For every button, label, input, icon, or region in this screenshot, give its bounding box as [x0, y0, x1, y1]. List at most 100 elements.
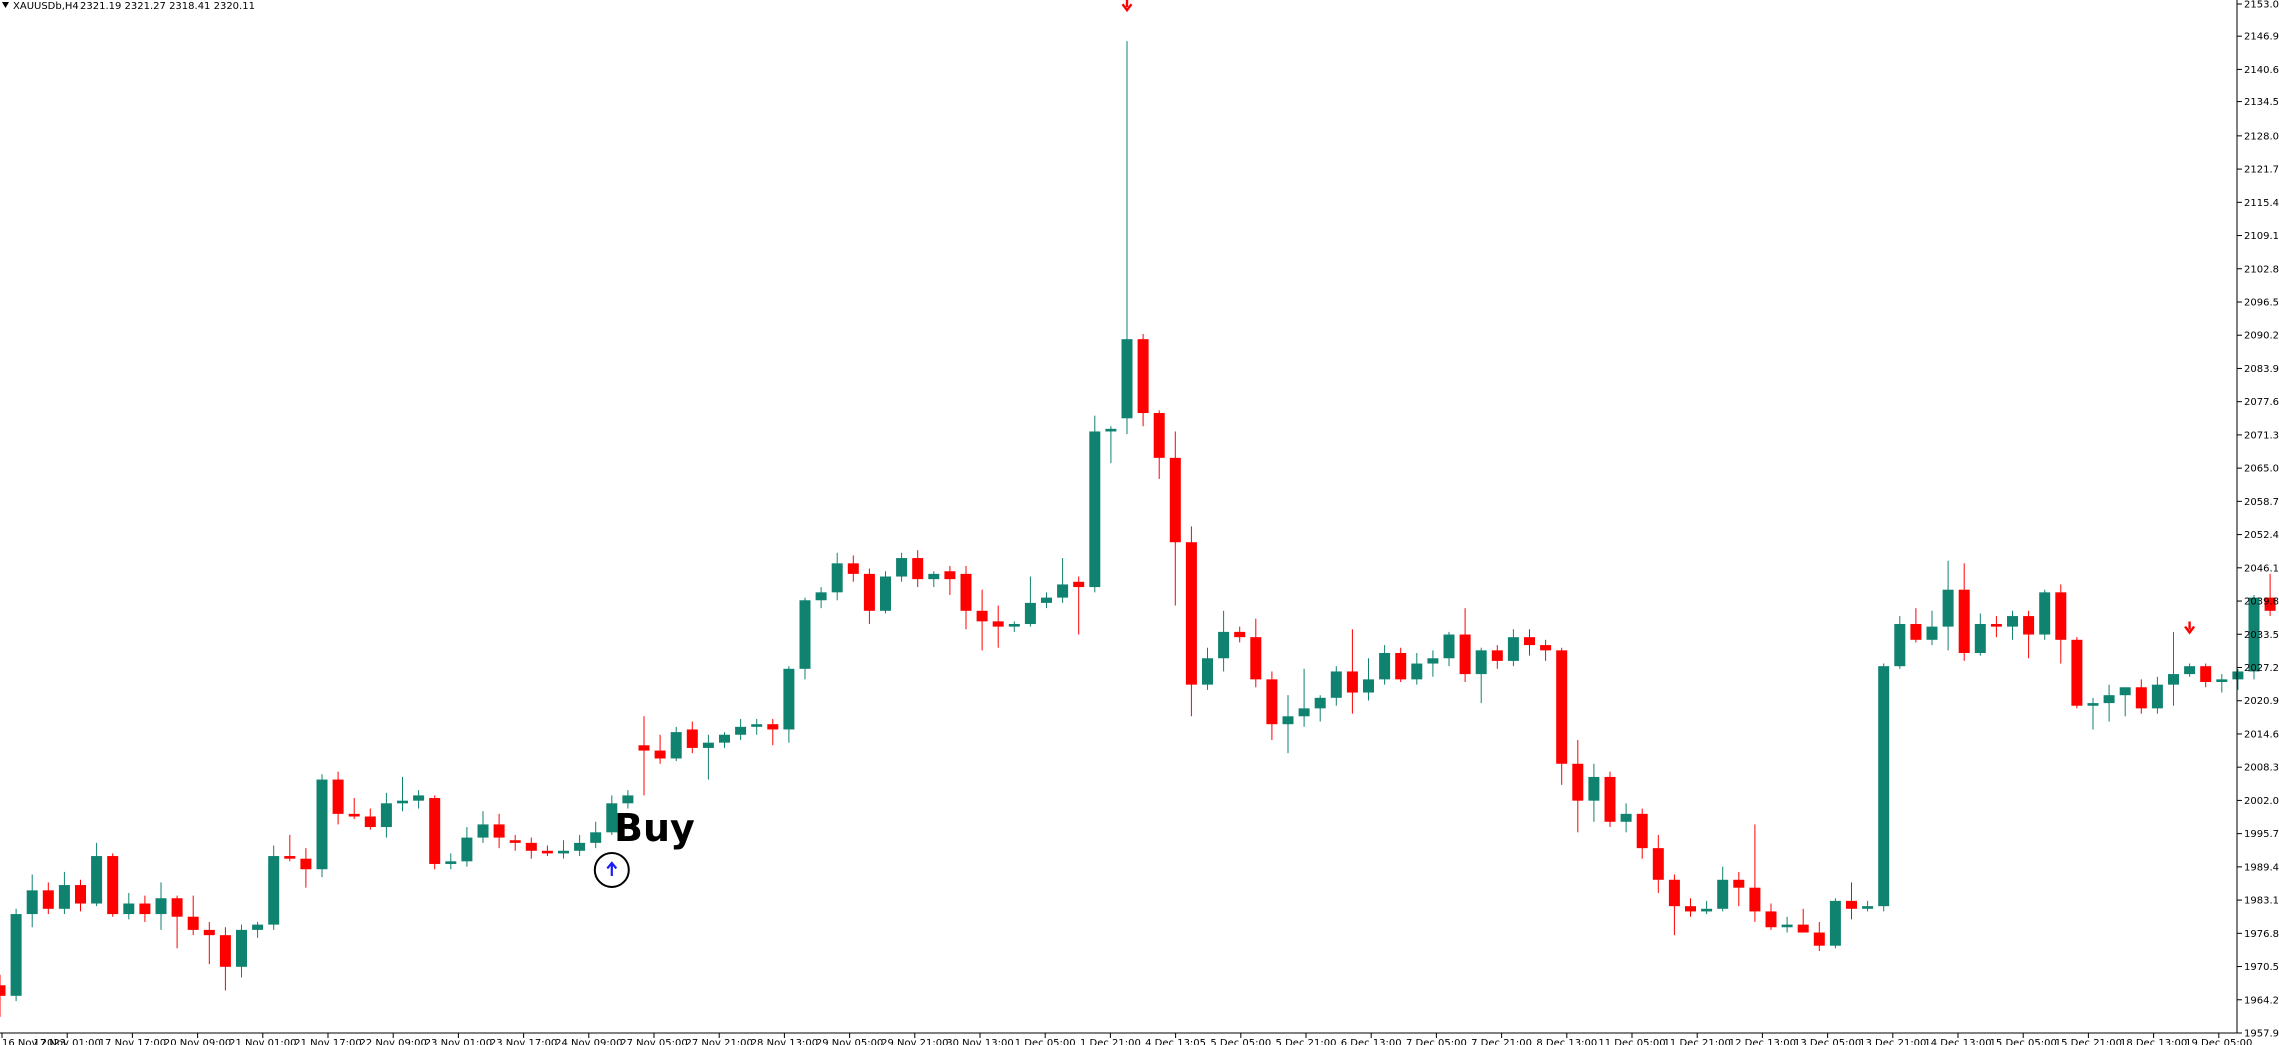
candle-body [1910, 623, 1922, 640]
candle-body [1507, 637, 1519, 661]
bear-candle [1685, 898, 1696, 917]
bear-candle [2200, 663, 2212, 688]
candle-body [912, 558, 924, 580]
bull-candle [574, 834, 586, 857]
time-tick-label: 19 Dec 05:00 [2185, 1038, 2252, 1045]
bull-candle [606, 795, 618, 835]
candle-body [1266, 679, 1278, 725]
candle-body [1041, 597, 1052, 603]
candle-body [1443, 634, 1455, 659]
bear-candle [1636, 808, 1648, 859]
bull-candle [1089, 415, 1101, 593]
bear-candle [654, 734, 666, 764]
candle-body [1185, 542, 1197, 685]
candle-body [992, 621, 1004, 627]
bear-candle [300, 848, 312, 888]
bear-candle [1652, 834, 1664, 893]
collapse-triangle-icon[interactable] [2, 2, 9, 8]
candle-body [1588, 776, 1600, 801]
bear-candle [42, 882, 54, 915]
candle-body [477, 824, 489, 838]
bull-candle [236, 924, 247, 978]
bear-candle [219, 927, 231, 991]
candle-body [2248, 597, 2260, 672]
time-tick-label: 30 Nov 13:00 [946, 1038, 1013, 1045]
price-tick-label: 2128.05 [2244, 131, 2279, 142]
candle-body [1395, 652, 1407, 680]
candle-body [1475, 650, 1487, 675]
price-tick-label: 1964.25 [2244, 995, 2279, 1006]
candle-body [574, 842, 586, 851]
bear-candle [429, 795, 441, 870]
bear-candle [1169, 431, 1181, 606]
candle-body [1411, 663, 1423, 680]
candle-body [1073, 581, 1085, 588]
bull-candle [2087, 697, 2099, 730]
candle-body [2135, 687, 2147, 709]
candle-body [1218, 631, 1230, 659]
bear-candle [1153, 410, 1165, 479]
candle-body [1878, 666, 1890, 907]
price-tick-label: 1995.75 [2244, 829, 2279, 840]
candle-body [1717, 879, 1729, 909]
candle-body [1379, 652, 1391, 680]
bear-candle [493, 813, 505, 849]
candle-body [155, 898, 167, 915]
time-tick-label: 27 Nov 05:00 [620, 1038, 687, 1045]
candle-body [75, 885, 86, 904]
time-tick-label: 17 Nov 17:00 [99, 1038, 166, 1045]
time-tick-label: 4 Dec 13:05 [1145, 1038, 1206, 1045]
time-tick-label: 17 Nov 01:00 [33, 1038, 100, 1045]
buy-arrow-circle [593, 851, 630, 888]
bear-candle [1459, 608, 1471, 683]
candle-body [445, 861, 457, 864]
candle-body [171, 898, 183, 917]
bear-candle [1185, 526, 1197, 717]
sell-arrow-head [1121, 3, 1133, 13]
buy-arrow-head [606, 861, 618, 870]
bull-candle [1507, 629, 1519, 667]
bull-candle [2039, 589, 2051, 640]
bear-candle [2071, 637, 2083, 709]
candle-body [638, 745, 650, 751]
price-tick-label: 2020.95 [2244, 696, 2279, 707]
bear-candle [1797, 908, 1809, 933]
price-tick-label: 2027.25 [2244, 663, 2279, 674]
price-tick-label: 2134.55 [2244, 97, 2279, 108]
candle-body [2168, 674, 2179, 685]
candle-body [2103, 695, 2115, 704]
bear-candle [203, 921, 215, 965]
bull-candle [815, 587, 827, 609]
time-tick-label: 23 Nov 01:00 [425, 1038, 492, 1045]
bull-candle [1588, 763, 1600, 822]
candle-body [1540, 645, 1552, 651]
time-tick-label: 12 Dec 13:00 [1729, 1038, 1796, 1045]
candle-body [1459, 634, 1471, 675]
price-tick-label: 2071.35 [2244, 430, 2279, 441]
candle-body [1330, 671, 1342, 698]
bull-candle [2151, 676, 2163, 714]
candle-body [284, 856, 296, 859]
candle-body [1137, 339, 1149, 414]
candle-body [1942, 589, 1954, 627]
bear-candle [1073, 576, 1085, 635]
bull-candle [2216, 674, 2228, 693]
candle-body [670, 732, 682, 759]
candle-body [58, 885, 70, 909]
price-tick-label: 1970.55 [2244, 962, 2279, 973]
candle-body [493, 824, 505, 838]
candle-body [1024, 602, 1036, 624]
bull-candle [1620, 803, 1632, 833]
time-tick-label: 5 Dec 05:00 [1210, 1038, 1271, 1045]
bear-candle [1604, 771, 1616, 828]
price-tick-label: 2046.15 [2244, 563, 2279, 574]
candle-body [976, 610, 988, 622]
candle-body [316, 779, 328, 870]
time-tick-label: 13 Dec 05:00 [1794, 1038, 1861, 1045]
price-tick-label: 2002.05 [2244, 796, 2279, 807]
candle-body [1121, 339, 1133, 419]
candle-body [1652, 848, 1664, 880]
time-tick-label: 21 Nov 01:00 [229, 1038, 296, 1045]
